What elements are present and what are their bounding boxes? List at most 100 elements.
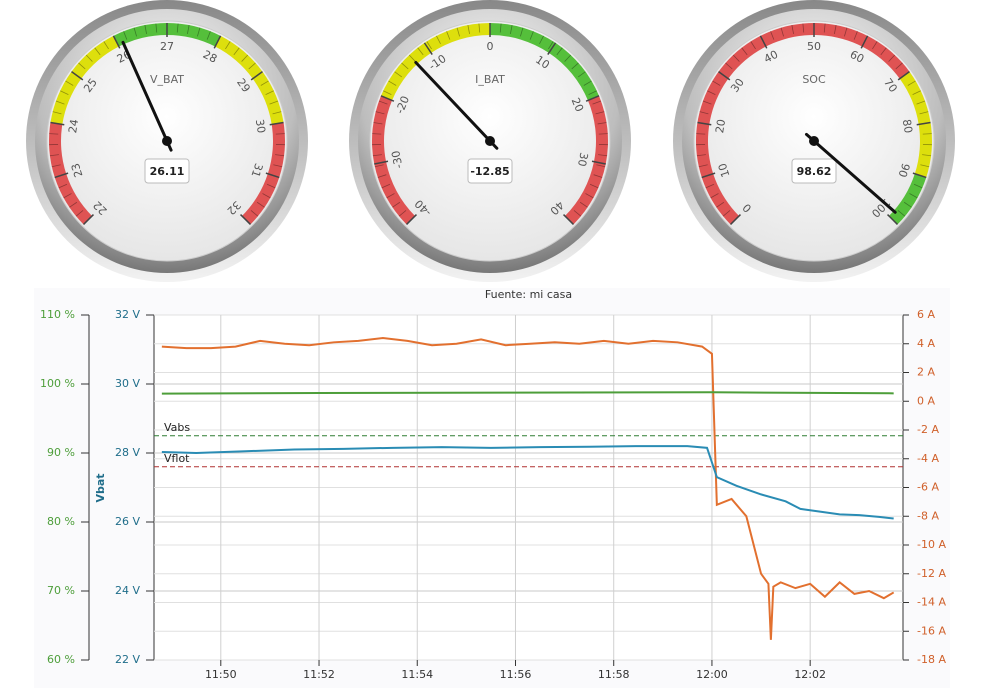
- gauge-minor-tick: [63, 193, 72, 199]
- gauge-minor-tick: [52, 111, 62, 115]
- gauge-value-box: [144, 158, 190, 184]
- gauge-tick: [269, 121, 284, 126]
- gauge-minor-tick: [65, 80, 74, 86]
- gauge-tick-label: 50: [807, 40, 821, 53]
- gauge-minor-tick: [583, 80, 592, 86]
- gauge-minor-tick: [912, 90, 921, 95]
- gauge-minor-tick: [741, 47, 748, 56]
- x-tick-label: 11:58: [598, 668, 630, 681]
- chart-title: Fuente: mi casa: [485, 288, 572, 301]
- gauge-minor-tick: [780, 27, 784, 37]
- gauge-pivot: [162, 136, 172, 146]
- gauge-minor-tick: [592, 100, 602, 105]
- gauge-tick: [71, 71, 84, 81]
- y3-tick-label: 100 %: [40, 377, 75, 390]
- y2-tick-label: -8 A: [917, 509, 939, 522]
- gauge-minor-tick: [374, 164, 384, 168]
- gauge-minor-tick: [919, 111, 929, 115]
- gauge-tick: [112, 35, 121, 49]
- gauge-tick-label: 28: [201, 48, 219, 66]
- gauge-tick: [697, 121, 712, 126]
- gauge-minor-tick: [922, 154, 932, 157]
- gauge-minor-tick: [275, 133, 285, 135]
- gauge-minor-tick: [383, 90, 392, 95]
- gauge-minor-tick: [595, 111, 605, 115]
- plot-line-label: Vflot: [164, 452, 190, 465]
- gauge-minor-tick: [144, 25, 147, 35]
- gauge-minor-tick: [548, 41, 554, 50]
- gauge-minor-tick: [520, 27, 524, 37]
- gauge-minor-tick: [269, 100, 279, 105]
- gauge-label: SOC: [802, 73, 826, 86]
- gauge-tick-label: 23: [69, 162, 86, 179]
- gauge-minor-tick: [49, 154, 59, 157]
- gauge-minor-tick: [69, 201, 78, 208]
- gauge-minor-tick: [529, 31, 534, 40]
- gauge-minor-tick: [426, 41, 432, 50]
- gauge-minor-tick: [539, 35, 544, 45]
- gauge-band: [564, 95, 608, 225]
- gauge-minor-tick: [888, 54, 896, 62]
- y2-tick-label: -14 A: [917, 596, 946, 609]
- gauge-minor-tick: [187, 25, 190, 35]
- gauge-minor-tick: [225, 41, 231, 50]
- gauge-needle: [804, 132, 897, 214]
- gauge-minor-tick: [903, 201, 912, 208]
- gauge-minor-tick: [377, 174, 387, 178]
- gauge-minor-tick: [256, 201, 265, 208]
- gauge-minor-tick: [897, 210, 906, 217]
- gauge-minor-tick: [722, 210, 731, 217]
- gauge-tick: [701, 172, 716, 179]
- gauge-minor-tick: [272, 111, 282, 115]
- gauge-value: 26.11: [150, 165, 185, 178]
- gauge-minor-tick: [579, 201, 588, 208]
- gauge-minor-tick: [233, 47, 240, 56]
- y-axis-title: Vbat: [94, 473, 107, 502]
- gauge-tick: [406, 214, 417, 225]
- gauge-minor-tick: [732, 54, 740, 62]
- gauge-minor-tick: [392, 201, 401, 208]
- gauge-minor-tick: [920, 164, 930, 168]
- gauge-tick: [250, 71, 263, 81]
- gauge-band: [48, 122, 93, 225]
- gauge-minor-tick: [381, 183, 391, 189]
- gauge-minor-tick: [750, 41, 756, 50]
- gauge-needle: [414, 60, 499, 150]
- gauge-tick-label: 60: [848, 48, 866, 66]
- y2-tick-label: 4 A: [917, 337, 935, 350]
- gauge-minor-tick: [78, 62, 86, 70]
- gauge-minor-tick: [712, 80, 721, 86]
- gauge-tick-label: 0: [487, 40, 494, 53]
- gauge-tick: [860, 35, 869, 49]
- gauge-band: [215, 35, 284, 125]
- x-tick-label: 11:54: [401, 668, 433, 681]
- gauge-needle: [121, 40, 173, 152]
- gauge-minor-tick: [55, 100, 65, 105]
- gauge-tick-label: 24: [66, 118, 81, 134]
- series-line: [161, 391, 894, 395]
- gauge-minor-tick: [588, 90, 597, 95]
- gauge-minor-tick: [702, 100, 712, 105]
- x-tick-label: 12:02: [794, 668, 826, 681]
- gauge-tick-label: 10: [716, 162, 733, 179]
- gauge-minor-tick: [58, 183, 68, 189]
- y-tick-label: 22 V: [115, 653, 140, 666]
- gauge-tick-label: 30: [575, 151, 590, 167]
- gauge-minor-tick: [386, 193, 395, 199]
- gauge-minor-tick: [577, 71, 586, 78]
- y-tick-label: 24 V: [115, 584, 140, 597]
- gauge-minor-tick: [589, 183, 599, 189]
- gauge-minor-tick: [907, 80, 916, 86]
- gauge-minor-tick: [275, 154, 285, 157]
- gauge-minor-tick: [710, 193, 719, 199]
- gauge-minor-tick: [705, 183, 715, 189]
- gauge-minor-tick: [398, 210, 407, 217]
- gauge-minor-tick: [597, 122, 607, 125]
- gauge-minor-tick: [103, 41, 109, 50]
- gauge-pivot: [485, 136, 495, 146]
- gauge-minor-tick: [791, 25, 794, 35]
- gauge-tick-label: -30: [389, 149, 405, 169]
- series-line: [161, 445, 894, 520]
- gauge-tick-label: 27: [160, 40, 174, 53]
